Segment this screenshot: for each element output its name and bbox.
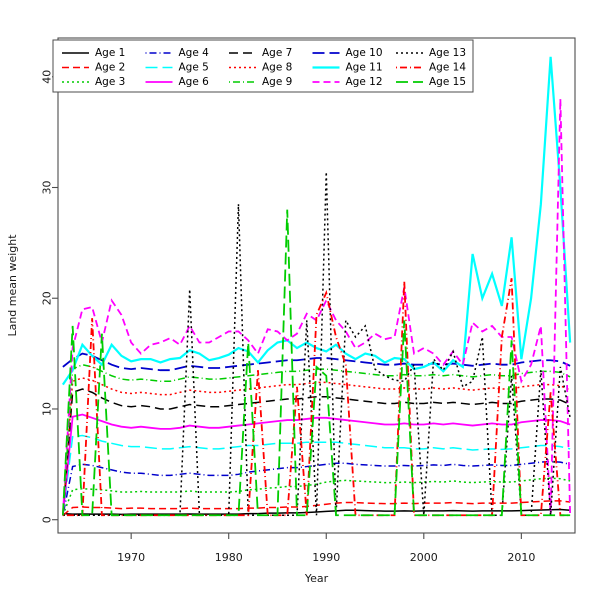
legend-label-age-3[interactable]: Age 3: [95, 76, 125, 88]
legend-label-age-14[interactable]: Age 14: [429, 62, 466, 74]
legend-label-age-11[interactable]: Age 11: [346, 62, 383, 74]
series-line-age-6: [61, 413, 571, 516]
series-line-age-5: [62, 434, 571, 516]
plot-frame: [57, 37, 576, 534]
y-tick-label: 0: [41, 516, 54, 523]
y-tick-label: 40: [41, 70, 54, 84]
legend-box: [52, 39, 474, 93]
legend-label-age-15[interactable]: Age 15: [429, 76, 466, 88]
x-tick-label: 1980: [215, 551, 243, 564]
series-line-age-9: [62, 363, 571, 516]
x-axis-title: Year: [304, 572, 329, 585]
x-tick-label: 1990: [312, 551, 340, 564]
y-tick-label: 20: [41, 291, 54, 305]
x-tick-label: 2010: [507, 551, 535, 564]
series-line-age-2: [62, 500, 571, 516]
series-line-age-11: [61, 56, 572, 386]
legend-label-age-1[interactable]: Age 1: [95, 47, 125, 59]
x-tick-label: 2000: [410, 551, 438, 564]
y-tick-label: 10: [41, 402, 54, 416]
legend-label-age-9[interactable]: Age 9: [262, 76, 292, 88]
legend-label-age-2[interactable]: Age 2: [95, 62, 125, 74]
x-tick-label: 1970: [117, 551, 145, 564]
legend-label-age-10[interactable]: Age 10: [346, 47, 383, 59]
legend-label-age-5[interactable]: Age 5: [179, 62, 209, 74]
series-line-age-7: [62, 388, 571, 516]
axes-group: 0 10 20 30 40 1970 1980 1990 2000 2010 Year Land me…: [6, 37, 576, 585]
y-tick-label: 30: [41, 180, 54, 194]
legend-label-age-13[interactable]: Age 13: [429, 47, 466, 59]
series-line-age-13: [62, 171, 571, 517]
series-line-age-15: [61, 209, 571, 517]
chart-legend: Age 1 Age 2 Age 3 Age 4 Age 5 Age 6 Age 7 Age 8…: [52, 39, 474, 93]
y-axis-title: Land mean weight: [6, 234, 19, 337]
legend-label-age-4[interactable]: Age 4: [179, 47, 210, 59]
legend-label-age-8[interactable]: Age 8: [262, 62, 292, 74]
legend-label-age-7[interactable]: Age 7: [262, 47, 292, 59]
series-line-age-10: [62, 352, 571, 372]
series-line-age-12: [61, 98, 572, 516]
legend-label-age-6[interactable]: Age 6: [179, 76, 210, 88]
legend-label-age-12[interactable]: Age 12: [346, 76, 383, 88]
series-group: [61, 56, 572, 517]
series-line-age-3: [62, 477, 571, 516]
